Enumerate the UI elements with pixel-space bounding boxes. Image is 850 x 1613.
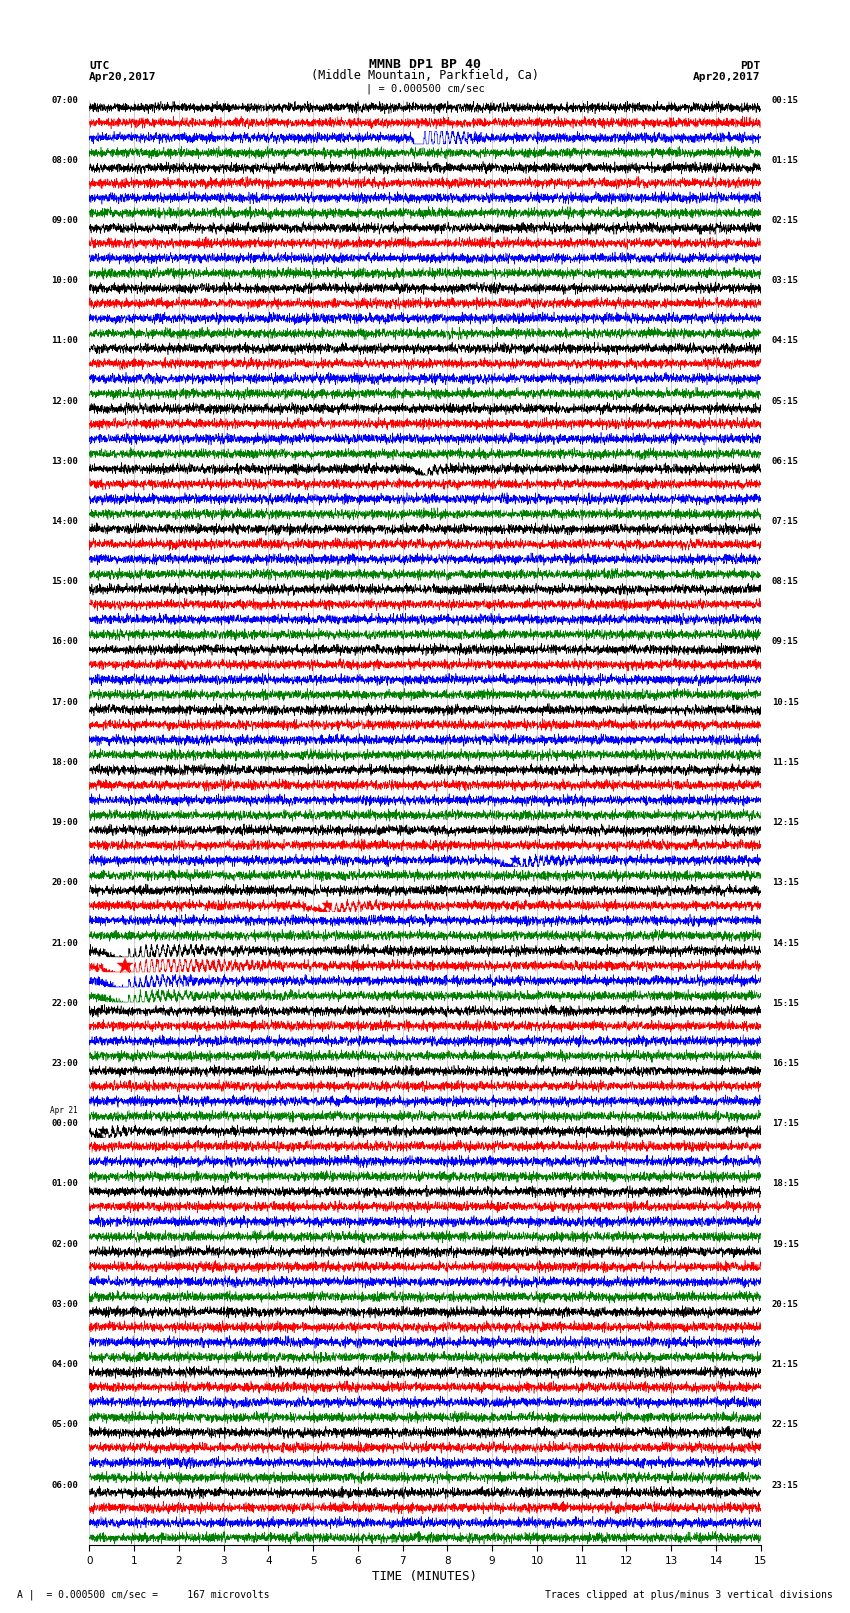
Text: 16:00: 16:00	[51, 637, 78, 647]
Text: 23:15: 23:15	[772, 1481, 799, 1489]
Text: 11:15: 11:15	[772, 758, 799, 766]
Text: 18:15: 18:15	[772, 1179, 799, 1189]
Text: 09:15: 09:15	[772, 637, 799, 647]
Text: 17:15: 17:15	[772, 1119, 799, 1127]
Text: 01:15: 01:15	[772, 156, 799, 165]
Text: 12:00: 12:00	[51, 397, 78, 405]
Text: 08:00: 08:00	[51, 156, 78, 165]
Text: 22:15: 22:15	[772, 1421, 799, 1429]
Text: Traces clipped at plus/minus 3 vertical divisions: Traces clipped at plus/minus 3 vertical …	[545, 1590, 833, 1600]
Text: 04:00: 04:00	[51, 1360, 78, 1369]
Text: 00:00: 00:00	[51, 1119, 78, 1127]
X-axis label: TIME (MINUTES): TIME (MINUTES)	[372, 1569, 478, 1582]
Text: 16:15: 16:15	[772, 1060, 799, 1068]
Text: 11:00: 11:00	[51, 337, 78, 345]
Text: 02:00: 02:00	[51, 1240, 78, 1248]
Text: 10:00: 10:00	[51, 276, 78, 286]
Text: 05:15: 05:15	[772, 397, 799, 405]
Text: 22:00: 22:00	[51, 998, 78, 1008]
Text: 05:00: 05:00	[51, 1421, 78, 1429]
Text: PDT: PDT	[740, 61, 761, 71]
Text: 18:00: 18:00	[51, 758, 78, 766]
Text: UTC: UTC	[89, 61, 110, 71]
Text: 03:00: 03:00	[51, 1300, 78, 1308]
Text: 13:00: 13:00	[51, 456, 78, 466]
Text: 12:15: 12:15	[772, 818, 799, 827]
Text: 06:00: 06:00	[51, 1481, 78, 1489]
Text: 20:00: 20:00	[51, 879, 78, 887]
Text: 23:00: 23:00	[51, 1060, 78, 1068]
Text: (Middle Mountain, Parkfield, Ca): (Middle Mountain, Parkfield, Ca)	[311, 69, 539, 82]
Text: | = 0.000500 cm/sec: | = 0.000500 cm/sec	[366, 84, 484, 94]
Text: 07:15: 07:15	[772, 518, 799, 526]
Text: 04:15: 04:15	[772, 337, 799, 345]
Text: 09:00: 09:00	[51, 216, 78, 224]
Text: 14:15: 14:15	[772, 939, 799, 947]
Text: Apr20,2017: Apr20,2017	[89, 73, 156, 82]
Text: MMNB DP1 BP 40: MMNB DP1 BP 40	[369, 58, 481, 71]
Text: 19:15: 19:15	[772, 1240, 799, 1248]
Text: Apr20,2017: Apr20,2017	[694, 73, 761, 82]
Text: 07:00: 07:00	[51, 95, 78, 105]
Text: 10:15: 10:15	[772, 698, 799, 706]
Text: 13:15: 13:15	[772, 879, 799, 887]
Text: 17:00: 17:00	[51, 698, 78, 706]
Text: 06:15: 06:15	[772, 456, 799, 466]
Text: 19:00: 19:00	[51, 818, 78, 827]
Text: Apr 21: Apr 21	[50, 1105, 78, 1115]
Text: 00:15: 00:15	[772, 95, 799, 105]
Text: 15:00: 15:00	[51, 577, 78, 586]
Text: 03:15: 03:15	[772, 276, 799, 286]
Text: 21:00: 21:00	[51, 939, 78, 947]
Text: 02:15: 02:15	[772, 216, 799, 224]
Text: 01:00: 01:00	[51, 1179, 78, 1189]
Text: 08:15: 08:15	[772, 577, 799, 586]
Text: 14:00: 14:00	[51, 518, 78, 526]
Text: A |  = 0.000500 cm/sec =     167 microvolts: A | = 0.000500 cm/sec = 167 microvolts	[17, 1589, 269, 1600]
Text: 15:15: 15:15	[772, 998, 799, 1008]
Text: 20:15: 20:15	[772, 1300, 799, 1308]
Text: 21:15: 21:15	[772, 1360, 799, 1369]
